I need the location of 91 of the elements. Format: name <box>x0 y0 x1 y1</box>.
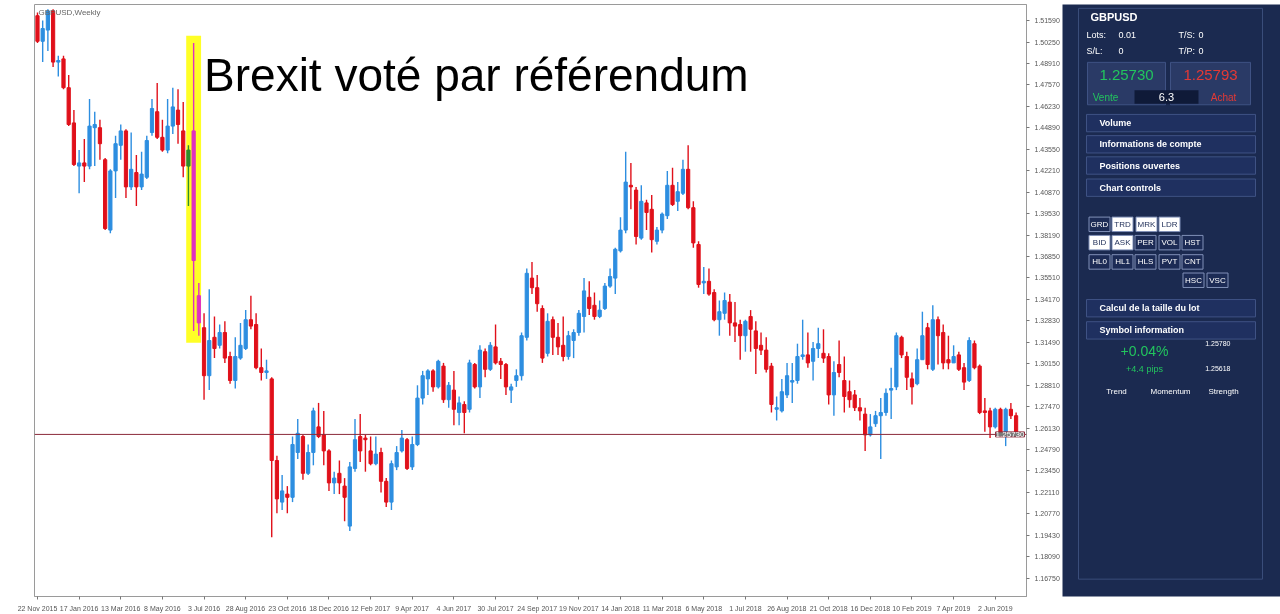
candlestick <box>337 459 342 495</box>
text: Chart controls <box>1099 182 1162 193</box>
text: GRD <box>1090 219 1109 229</box>
candlestick <box>509 383 514 404</box>
candlestick <box>748 309 753 353</box>
candlestick <box>264 359 269 380</box>
candlestick <box>457 395 462 426</box>
candlestick <box>831 360 837 417</box>
candlestick <box>993 407 998 430</box>
candlestick <box>97 119 103 161</box>
text: GBPUSD <box>1090 11 1138 24</box>
text: CNT <box>1184 257 1201 267</box>
candlestick <box>373 435 378 466</box>
candlestick <box>280 474 285 511</box>
candlestick <box>446 381 451 409</box>
candlestick <box>889 367 894 420</box>
candlestick <box>805 331 810 369</box>
text: S/L: <box>1086 45 1103 56</box>
candlestick <box>670 167 675 207</box>
text: Informations de compte <box>1099 139 1202 150</box>
candlestick <box>462 400 467 434</box>
candlestick <box>451 370 457 426</box>
candlestick <box>909 371 915 406</box>
text: BID <box>1092 238 1107 248</box>
text: HST <box>1184 238 1201 248</box>
text: Trend <box>1106 386 1127 396</box>
candlestick <box>836 339 842 378</box>
text: 1.25793 <box>1183 65 1238 83</box>
text: 0 <box>1198 30 1204 41</box>
text: Achat <box>1210 91 1237 103</box>
text: HSC <box>1185 275 1203 285</box>
text: +0.04% <box>1120 342 1169 359</box>
text: PVT <box>1161 257 1178 267</box>
text: +4.4 pips <box>1126 363 1164 374</box>
candlestick <box>134 154 139 207</box>
candlestick <box>399 429 404 454</box>
text: Calcul de la taille du lot <box>1099 303 1200 314</box>
candlestick <box>472 362 477 390</box>
candlestick <box>868 413 873 438</box>
candlestick <box>217 323 222 350</box>
candlestick <box>488 341 493 372</box>
text: T/P: <box>1178 45 1196 56</box>
ref-line-label: 1.25730 <box>995 429 1026 439</box>
text: Strength <box>1208 386 1239 396</box>
candlestick <box>899 335 904 359</box>
text: PER <box>1137 238 1154 248</box>
annotation: Brexit voté par référendum <box>204 48 749 101</box>
candlestick <box>732 301 738 343</box>
text: LDR <box>1161 219 1178 229</box>
text: ASK <box>1114 238 1132 248</box>
candlestick <box>149 98 155 137</box>
text: 0 <box>1198 45 1204 56</box>
candlestick <box>212 315 217 359</box>
candlestick <box>77 149 82 194</box>
text: VSC <box>1209 275 1226 285</box>
candlestick <box>430 368 436 393</box>
text: VOL <box>1161 238 1179 248</box>
text: Lots: <box>1086 30 1107 41</box>
text: 6.3 <box>1158 91 1175 104</box>
candlestick <box>332 471 337 495</box>
candlestick <box>904 351 909 391</box>
text: 1.25730 <box>1099 65 1154 83</box>
candlestick <box>82 138 87 183</box>
text: Momentum <box>1150 386 1191 396</box>
text: 0.01 <box>1118 30 1137 41</box>
candlestick <box>483 347 488 378</box>
candlestick <box>285 485 290 514</box>
text: Volume <box>1099 118 1132 129</box>
text: T/S: <box>1178 30 1196 41</box>
candlestick <box>935 315 941 366</box>
text: 0 <box>1118 45 1124 56</box>
candlestick <box>863 407 868 452</box>
text: Positions ouvertes <box>1099 160 1181 171</box>
candlestick <box>628 162 633 210</box>
text: HL0 <box>1092 257 1108 267</box>
candlestick <box>186 144 191 207</box>
text: HLS <box>1137 257 1154 267</box>
candlestick <box>701 266 706 295</box>
text: Symbol information <box>1099 325 1185 336</box>
text: MRK <box>1137 219 1157 229</box>
candlestick <box>368 435 373 466</box>
candlestick <box>175 88 181 145</box>
candlestick <box>129 131 134 191</box>
candlestick <box>743 319 748 353</box>
candlestick <box>56 55 61 78</box>
candlestick <box>555 322 561 356</box>
text: Vente <box>1092 91 1119 103</box>
text: HL1 <box>1115 257 1131 267</box>
candlestick <box>987 407 993 439</box>
candlestick <box>342 477 347 522</box>
text: TRD <box>1114 219 1131 229</box>
